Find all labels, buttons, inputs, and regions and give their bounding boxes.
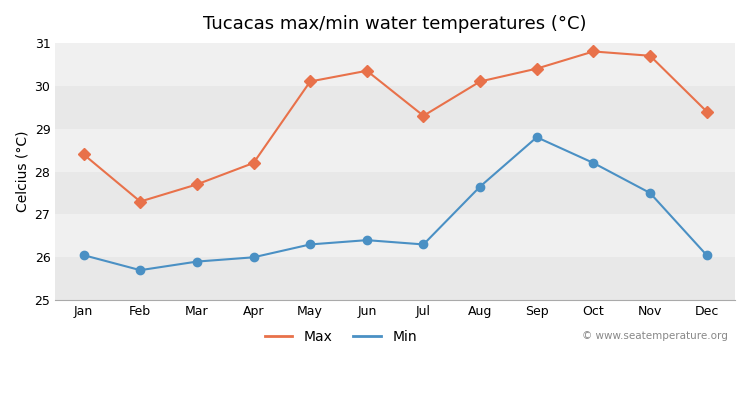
Legend: Max, Min: Max, Min [260, 325, 422, 350]
Title: Tucacas max/min water temperatures (°C): Tucacas max/min water temperatures (°C) [203, 15, 587, 33]
Bar [56, 172, 735, 214]
Bar [56, 86, 735, 129]
Bar [56, 257, 735, 300]
Text: © www.seatemperature.org: © www.seatemperature.org [582, 331, 728, 341]
Y-axis label: Celcius (°C): Celcius (°C) [15, 131, 29, 212]
Bar [56, 214, 735, 257]
Bar [56, 129, 735, 172]
Bar [56, 43, 735, 86]
